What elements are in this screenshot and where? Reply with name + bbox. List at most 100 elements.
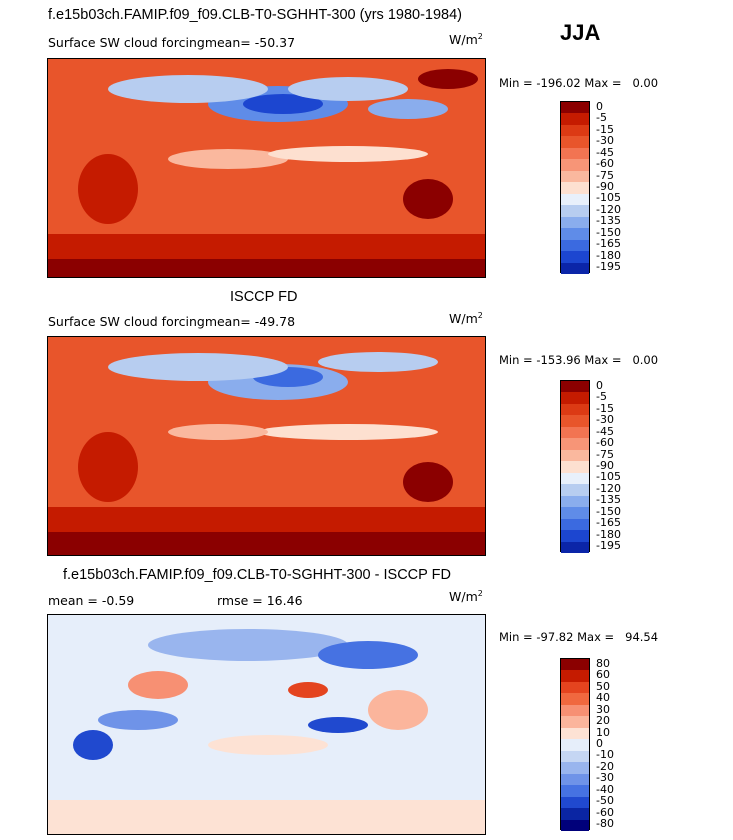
- colorbar-label: 40: [596, 691, 610, 705]
- panel1-min-label: Min =: [499, 76, 533, 90]
- colorbar-label: -180: [596, 248, 621, 262]
- panel1-mean-value: -50.37: [254, 35, 296, 50]
- panel2-colorbar-swatches: [560, 380, 590, 554]
- panel1-subtitle: Surface SW cloud forcingmean= -50.37: [48, 35, 295, 50]
- colorbar-swatch: [561, 750, 589, 763]
- colorbar-swatch: [561, 484, 589, 497]
- panel3-contour-field: [48, 615, 485, 834]
- units-text: W/m: [449, 589, 478, 605]
- panel1-contour-field: [48, 59, 485, 277]
- colorbar-swatch: [561, 670, 589, 683]
- panel1-title: f.e15b03ch.FAMIP.f09_f09.CLB-T0-SGHHT-30…: [48, 7, 463, 23]
- colorbar-swatch: [561, 681, 589, 694]
- panel1-min-value: -196.02: [536, 76, 581, 90]
- panel3-rmse: rmse = 16.46: [217, 593, 303, 608]
- panel3-mean-value: -0.59: [101, 593, 135, 608]
- colorbar-swatch: [561, 507, 589, 520]
- colorbar-label: 20: [596, 714, 610, 728]
- panel3-rmse-label: rmse =: [217, 593, 263, 608]
- colorbar-label: -120: [596, 481, 621, 495]
- colorbar-label: -75: [596, 447, 614, 461]
- panel3-mean: mean = -0.59: [48, 593, 134, 608]
- panel1-mean-label: mean=: [204, 35, 251, 50]
- colorbar-swatch: [561, 693, 589, 706]
- colorbar-swatch: [561, 716, 589, 729]
- colorbar-swatch: [561, 239, 589, 252]
- colorbar-label: -195: [596, 539, 621, 553]
- colorbar-swatch: [561, 808, 589, 821]
- panel2-colorbar: 0 -5 -15 -30 -45 -60 -75 -90 -105 -120 -135 -150 -16…: [560, 379, 621, 554]
- colorbar-label: 10: [596, 725, 610, 739]
- colorbar-swatch: [561, 228, 589, 241]
- panel1-units: W/m2: [449, 32, 483, 47]
- panel1-colorbar-swatches: [560, 101, 590, 275]
- colorbar-swatch: [561, 403, 589, 416]
- panel1-max-label: Max =: [584, 76, 622, 90]
- panel2-map: [47, 336, 486, 556]
- colorbar-label: -80: [596, 817, 614, 831]
- colorbar-swatch: [561, 518, 589, 531]
- colorbar-label: -30: [596, 413, 614, 427]
- panel3-max-value: 94.54: [625, 630, 659, 644]
- colorbar-swatch: [561, 541, 589, 554]
- colorbar-swatch: [561, 159, 589, 172]
- colorbar-swatch: [561, 762, 589, 775]
- panel1-max-value: 0.00: [632, 76, 659, 90]
- panel3-mean-label: mean =: [48, 593, 98, 608]
- colorbar-swatch: [561, 449, 589, 462]
- colorbar-label: 50: [596, 679, 610, 693]
- colorbar-label: -10: [596, 748, 614, 762]
- colorbar-swatch: [561, 124, 589, 137]
- panel3-min-label: Min =: [499, 630, 533, 644]
- colorbar-swatch: [561, 392, 589, 405]
- colorbar-label: -150: [596, 504, 621, 518]
- colorbar-label: -40: [596, 782, 614, 796]
- colorbar-swatch: [561, 819, 589, 832]
- colorbar-label: -105: [596, 470, 621, 484]
- season-label: JJA: [560, 20, 601, 45]
- colorbar-label: -50: [596, 794, 614, 808]
- panel1-map: [47, 58, 486, 278]
- panel3-rmse-value: 16.46: [266, 593, 303, 608]
- colorbar-swatch: [561, 727, 589, 740]
- panel2-minmax: Min = -153.96 Max = 0.00: [499, 353, 658, 367]
- colorbar-swatch: [561, 659, 589, 671]
- colorbar-label: -60: [596, 805, 614, 819]
- colorbar-label: -120: [596, 202, 621, 216]
- panel2-variable: Surface SW cloud forcing: [48, 314, 205, 329]
- panel3-units: W/m2: [449, 589, 483, 604]
- panel2-min-value: -153.96: [536, 353, 581, 367]
- colorbar-swatch: [561, 216, 589, 229]
- panel2-title: ISCCP FD: [230, 289, 298, 305]
- colorbar-swatch: [561, 785, 589, 798]
- colorbar-swatch: [561, 136, 589, 149]
- colorbar-label: -165: [596, 237, 621, 251]
- panel3-colorbar: 80 60 50 40 30 20 10 0 -10 -20 -30 -40 -50 -60 -80: [560, 657, 614, 832]
- colorbar-label: -165: [596, 516, 621, 530]
- colorbar-swatch: [561, 205, 589, 218]
- colorbar-swatch: [561, 461, 589, 474]
- colorbar-swatch: [561, 182, 589, 195]
- colorbar-label: 80: [596, 656, 610, 670]
- colorbar-swatch: [561, 796, 589, 809]
- colorbar-swatch: [561, 530, 589, 543]
- panel3-title: f.e15b03ch.FAMIP.f09_f09.CLB-T0-SGHHT-30…: [63, 567, 451, 583]
- panel2-units: W/m2: [449, 311, 483, 326]
- colorbar-label: -15: [596, 401, 614, 415]
- colorbar-label: -45: [596, 424, 614, 438]
- colorbar-swatch: [561, 704, 589, 717]
- colorbar-label: -135: [596, 493, 621, 507]
- colorbar-label: 30: [596, 702, 610, 716]
- panel3-map: [47, 614, 486, 835]
- units-sup: 2: [477, 32, 483, 41]
- colorbar-swatch: [561, 495, 589, 508]
- colorbar-label: 0: [596, 99, 603, 113]
- panel2-mean-label: mean=: [204, 314, 251, 329]
- panel2-max-label: Max =: [584, 353, 622, 367]
- panel1-minmax: Min = -196.02 Max = 0.00: [499, 76, 658, 90]
- colorbar-label: -30: [596, 134, 614, 148]
- panel3-colorbar-swatches: [560, 658, 590, 832]
- colorbar-swatch: [561, 113, 589, 126]
- panel2-min-label: Min =: [499, 353, 533, 367]
- colorbar-swatch: [561, 102, 589, 114]
